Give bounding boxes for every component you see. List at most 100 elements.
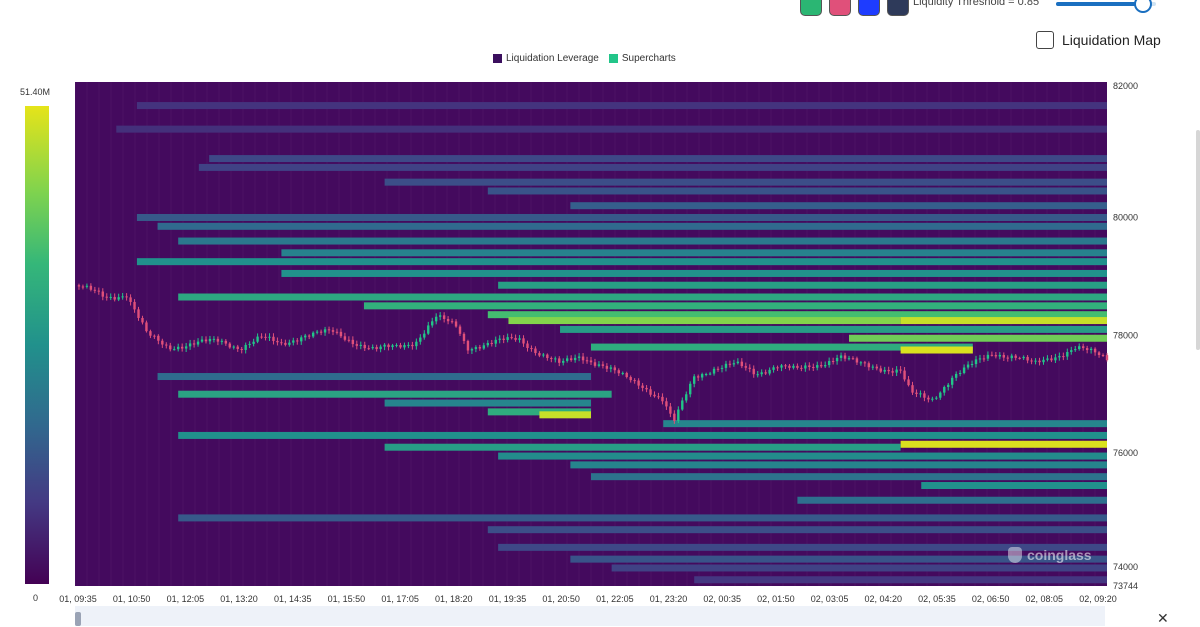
legend-swatch (493, 54, 502, 63)
checkbox-icon[interactable] (1036, 31, 1054, 49)
liquidation-map-label: Liquidation Map (1062, 32, 1161, 48)
candle-body (788, 365, 791, 368)
liquidation-band (384, 443, 901, 451)
candle-body (935, 397, 938, 399)
candle-body (133, 301, 136, 310)
legend-item-supercharts[interactable]: Supercharts (608, 53, 676, 64)
candle-body (419, 337, 422, 342)
candle-body (780, 365, 783, 368)
candle-body (534, 348, 537, 354)
candle-body (315, 331, 319, 333)
candle-body (367, 348, 370, 350)
x-tick-label: 02, 06:50 (972, 594, 1010, 604)
candle-body (748, 367, 751, 369)
candle-body (307, 335, 311, 337)
candle-body (208, 338, 212, 342)
candle-body (823, 365, 827, 367)
candle-body (248, 343, 251, 345)
liquidation-map-toggle[interactable]: Liquidation Map (1036, 31, 1161, 49)
candle-body (474, 347, 478, 350)
candle-body (776, 367, 779, 369)
close-icon[interactable]: ✕ (1157, 610, 1169, 626)
time-navigator[interactable] (75, 606, 1105, 626)
liquidation-band (178, 293, 1107, 301)
liquidation-band (209, 155, 1107, 163)
candle-body (696, 376, 700, 378)
candle-body (546, 354, 549, 359)
candle-body (177, 346, 180, 350)
liquidation-band (663, 420, 1107, 428)
y-tick-label: 76000 (1113, 448, 1138, 458)
candle-body (184, 346, 188, 349)
candle-body (304, 335, 307, 338)
candle-body (800, 367, 803, 369)
candle-body (629, 377, 632, 381)
candle-body (1054, 357, 1057, 361)
liquidation-band (498, 281, 1107, 289)
liquidation-band (849, 334, 1107, 342)
candle-body (1070, 350, 1073, 352)
liquidation-band (498, 452, 1107, 460)
candle-body (188, 343, 192, 347)
colorbar-min-label: 0 (33, 593, 39, 603)
candle-body (454, 321, 458, 327)
candle-body (740, 361, 744, 367)
candle-body (669, 406, 672, 414)
candle-body (280, 342, 283, 344)
candle-body (526, 343, 529, 349)
navigator-handle[interactable] (75, 612, 81, 626)
liquidation-band (178, 514, 1107, 522)
green-theme-swatch[interactable] (800, 0, 822, 16)
liquidation-band (900, 346, 973, 354)
candle-body (355, 344, 359, 346)
candle-body (613, 367, 617, 371)
candle-body (617, 370, 620, 374)
candle-body (1085, 348, 1089, 351)
candle-body (649, 389, 652, 395)
candle-body (704, 373, 708, 375)
candle-body (129, 297, 132, 302)
pink-theme-swatch[interactable] (829, 0, 851, 16)
candle-body (887, 369, 890, 372)
candle-body (812, 366, 815, 368)
liquidity-threshold-label: Liquidity Threshold = 0.85 (913, 0, 1040, 8)
candle-body (232, 346, 235, 348)
candle-body (1066, 351, 1069, 357)
candle-body (446, 318, 450, 322)
candle-body (867, 363, 871, 368)
coinglass-logo-icon (1008, 547, 1022, 563)
candle-body (978, 358, 982, 360)
candle-body (359, 344, 362, 346)
candle-body (804, 365, 807, 369)
candle-body (1097, 352, 1101, 356)
candle-body (951, 377, 954, 385)
candle-body (423, 333, 426, 338)
candle-body (518, 338, 521, 340)
page-scrollbar[interactable] (1196, 130, 1200, 350)
candle-body (609, 367, 613, 369)
dark-theme-swatch[interactable] (887, 0, 909, 16)
liquidation-band (178, 237, 1107, 245)
x-tick-label: 01, 10:50 (113, 594, 151, 604)
candle-body (442, 315, 446, 319)
slider-handle[interactable] (1134, 0, 1152, 13)
candle-body (458, 326, 462, 334)
liquidity-threshold-slider[interactable] (1056, 2, 1156, 6)
x-tick-label: 01, 09:35 (59, 594, 97, 604)
candle-body (843, 355, 847, 359)
liquidation-band (508, 317, 901, 325)
legend-item-liquidation-leverage[interactable]: Liquidation Leverage (493, 53, 599, 64)
candle-body (974, 359, 978, 365)
candle-body (601, 364, 605, 366)
candle-body (383, 344, 386, 347)
blue-theme-swatch[interactable] (858, 0, 880, 16)
candle-body (522, 338, 525, 344)
candle-body (1042, 359, 1045, 363)
candle-body (907, 379, 910, 386)
candle-body (244, 344, 247, 350)
y-tick-label: 74000 (1113, 562, 1138, 572)
candle-body (407, 344, 410, 346)
candle-body (693, 376, 696, 384)
candle-body (625, 372, 628, 378)
